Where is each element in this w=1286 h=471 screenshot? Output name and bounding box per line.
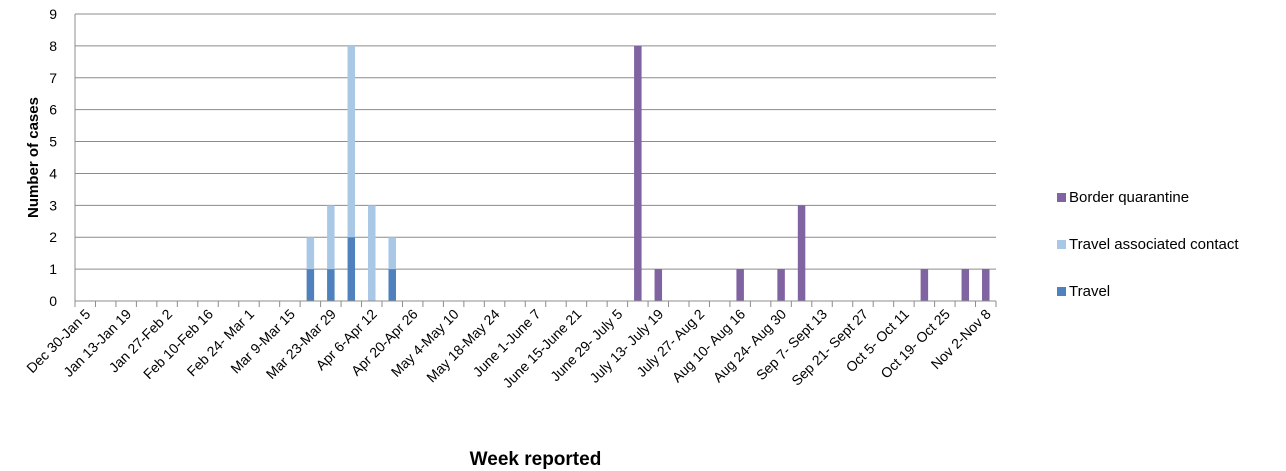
- bar-travel-associated-contact: [306, 237, 315, 270]
- y-tick-label: 9: [49, 6, 57, 22]
- bar-border-quarantine: [982, 269, 990, 301]
- y-tick-label: 2: [49, 229, 57, 245]
- x-tick-label: Aug 10- Aug 16: [669, 306, 749, 386]
- bar-travel-associated-contact: [327, 205, 335, 270]
- x-tick-label: July 13- July 19: [586, 306, 666, 386]
- bar-travel: [347, 237, 356, 301]
- y-tick-label: 7: [49, 70, 57, 86]
- x-tick-label: Aug 24- Aug 30: [710, 306, 790, 386]
- bar-border-quarantine: [797, 205, 806, 301]
- legend-label: Border quarantine: [1069, 189, 1189, 206]
- y-tick-label: 4: [49, 165, 57, 181]
- bar-series: [306, 45, 990, 302]
- bar-travel-associated-contact: [388, 237, 396, 270]
- x-tick-label: May 18-May 24: [423, 306, 503, 386]
- x-tick-label: Sep 7- Sept 13: [753, 306, 831, 384]
- bar-border-quarantine: [920, 269, 929, 301]
- bar-travel-associated-contact: [368, 205, 376, 301]
- y-axis-title: Number of cases: [25, 97, 42, 218]
- bar-border-quarantine: [654, 269, 663, 301]
- x-tick-label: June 29- July 5: [547, 306, 626, 385]
- y-tick-label: 8: [49, 38, 57, 54]
- y-tick-label: 1: [49, 261, 57, 277]
- axes: [74, 14, 997, 307]
- bar-travel: [327, 269, 335, 301]
- legend-label: Travel associated contact: [1069, 236, 1239, 253]
- y-tick-label: 3: [49, 197, 57, 213]
- y-tick-label: 6: [49, 102, 57, 118]
- bar-border-quarantine: [736, 269, 744, 301]
- bar-travel: [388, 269, 396, 301]
- bar-border-quarantine: [634, 45, 642, 302]
- y-tick-label: 0: [49, 293, 57, 309]
- legend-swatch: [1057, 193, 1066, 202]
- legend-swatch: [1057, 240, 1066, 249]
- y-tick-label: 5: [49, 134, 57, 150]
- legend-swatch: [1057, 287, 1066, 296]
- legend-label: Travel: [1069, 283, 1110, 300]
- bar-border-quarantine: [777, 269, 785, 301]
- legend: Border quarantine Travel associated conta…: [1057, 189, 1239, 300]
- bar-travel-associated-contact: [347, 45, 356, 238]
- bar-travel: [306, 269, 315, 301]
- y-tick-labels: 0 1 2 3 4 5 6 7 8 9: [49, 6, 57, 309]
- grid-lines: [75, 13, 996, 302]
- x-axis-title: Week reported: [470, 449, 602, 470]
- bar-border-quarantine: [961, 269, 970, 301]
